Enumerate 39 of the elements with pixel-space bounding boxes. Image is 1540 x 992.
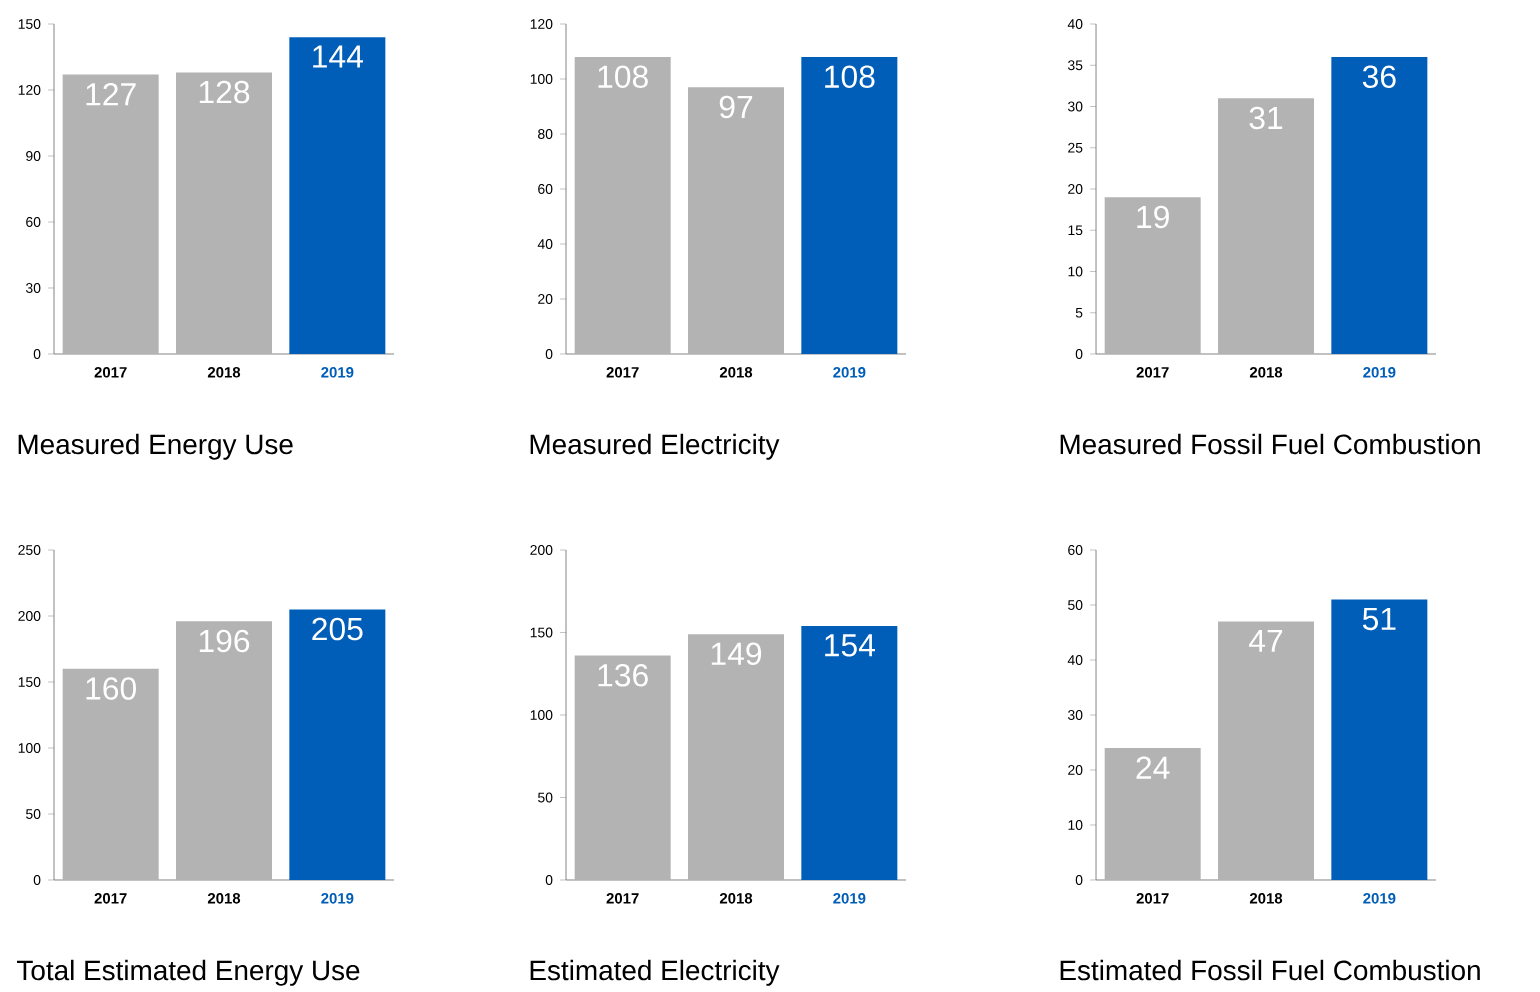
bar [176,621,272,880]
text: Measured Electricity [530,433,780,460]
bar [1104,197,1201,354]
bar [1331,57,1428,354]
text: Total Estimated Energy Use [17,959,360,986]
data-label: 160 [86,677,136,700]
data-label: 196 [199,629,250,653]
data-label: 108 [598,65,648,88]
data-label: 24 [1136,756,1170,779]
text: Estimated Fossil Fuel Combustion [1060,959,1480,981]
data-label: 47 [1249,629,1283,652]
data-label: 31 [1249,106,1283,130]
data-label: 144 [313,45,363,68]
data-label: 97 [719,95,753,119]
bar [1218,98,1315,354]
data-label: 108 [825,65,875,88]
bar [176,72,272,354]
data-label: 19 [1137,205,1169,229]
data-label: 154 [825,634,875,657]
bar [1104,748,1201,880]
text: Measured Fossil Fuel Combustion [1060,433,1480,455]
data-label: 36 [1362,65,1396,88]
bar [688,634,785,880]
bar [1218,621,1315,880]
text: Measured Energy Use [18,433,293,460]
bar [62,74,159,354]
data-label: 149 [711,642,762,666]
bar [62,668,159,880]
bar [574,655,671,880]
data-label: 51 [1362,607,1396,631]
data-label: 205 [312,617,363,641]
bar [289,37,386,354]
data-label: 128 [199,80,250,104]
data-label: 127 [86,83,136,106]
bar [289,609,386,880]
bar [1331,599,1428,880]
bar [801,625,898,880]
data-label: 136 [598,664,648,687]
text: Estimated Electricity [530,959,780,986]
